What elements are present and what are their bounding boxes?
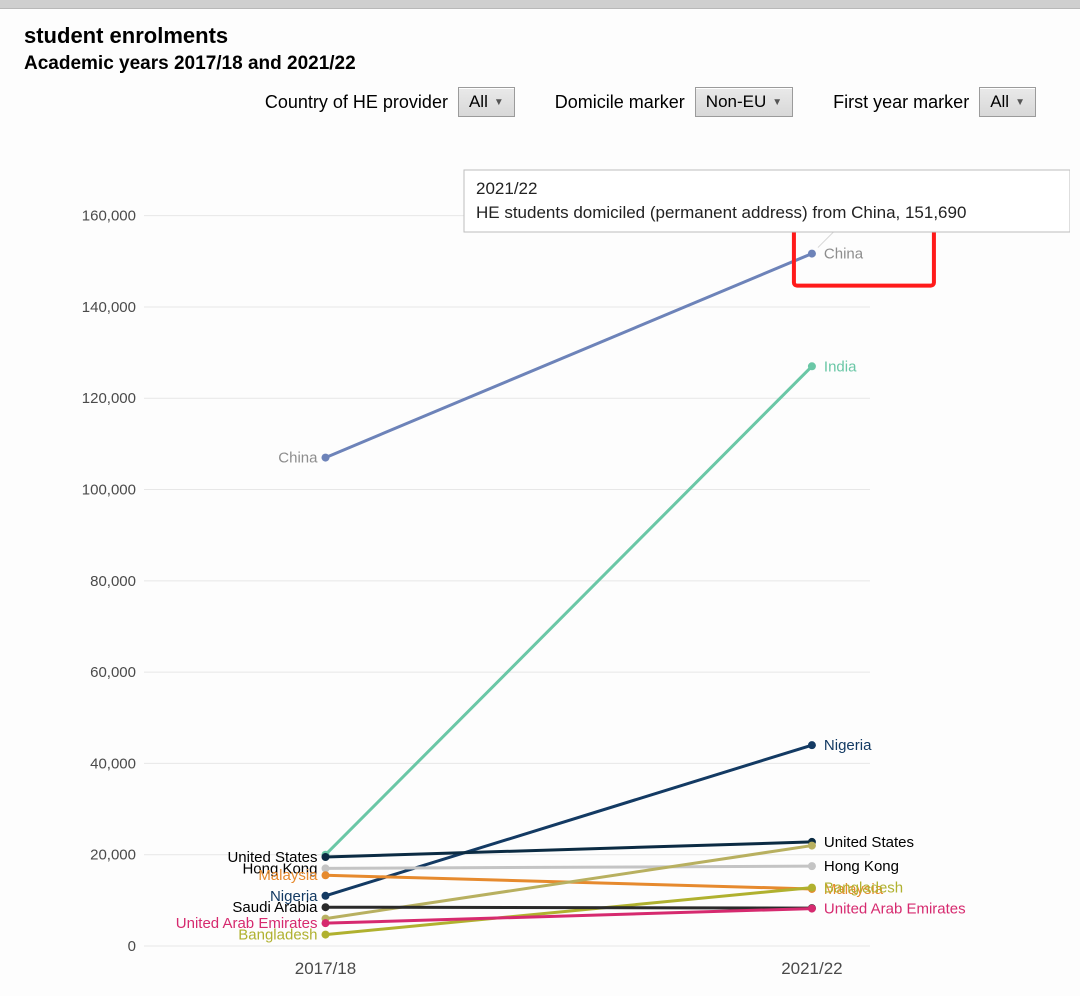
series-marker[interactable] — [322, 853, 330, 861]
y-tick-label: 0 — [128, 938, 136, 955]
y-tick-label: 100,000 — [82, 482, 136, 499]
line-chart[interactable]: 0 20,000 40,000 60,000 80,000 100,000 120,000 1… — [24, 150, 1070, 986]
filter-country: Country of HE provider All ▼ — [265, 87, 515, 117]
chart-container: 0 20,000 40,000 60,000 80,000 100,000 120,000 1… — [24, 150, 1070, 986]
filter-country-value: All — [469, 92, 488, 112]
series-marker[interactable] — [322, 931, 330, 939]
filter-firstyear-dropdown[interactable]: All ▼ — [979, 87, 1036, 117]
series-marker[interactable] — [808, 741, 816, 749]
series-label-right: India — [824, 358, 857, 375]
chevron-down-icon: ▼ — [1015, 97, 1025, 108]
page-title: student enrolments — [24, 23, 1056, 49]
series-label-right: United States — [824, 834, 914, 851]
filter-domicile-dropdown[interactable]: Non-EU ▼ — [695, 87, 793, 117]
filter-firstyear-label: First year marker — [833, 92, 969, 113]
series-label-left: Malaysia — [258, 867, 318, 884]
series-line-china[interactable] — [326, 254, 812, 458]
series-marker[interactable] — [808, 884, 816, 892]
window-chrome-strip — [0, 0, 1080, 9]
tooltip-line2: HE students domiciled (permanent address… — [476, 203, 966, 222]
series-marker[interactable] — [808, 362, 816, 370]
y-tick-label: 160,000 — [82, 208, 136, 225]
filters-row: Country of HE provider All ▼ Domicile ma… — [24, 87, 1056, 117]
chevron-down-icon: ▼ — [772, 97, 782, 108]
chart-page: student enrolments Academic years 2017/1… — [0, 0, 1080, 996]
series-marker[interactable] — [808, 862, 816, 870]
y-tick-label: 80,000 — [90, 573, 136, 590]
series-label-left: Saudi Arabia — [232, 899, 318, 916]
series-marker[interactable] — [808, 250, 816, 258]
y-tick-label: 60,000 — [90, 664, 136, 681]
filter-domicile: Domicile marker Non-EU ▼ — [555, 87, 793, 117]
series-label-right: China — [824, 246, 864, 263]
x-tick-label: 2021/22 — [781, 959, 842, 978]
filter-domicile-label: Domicile marker — [555, 92, 685, 113]
series-marker[interactable] — [808, 905, 816, 913]
filter-firstyear-value: All — [990, 92, 1009, 112]
series-label-right: United Arab Emirates — [824, 901, 966, 918]
page-subtitle: Academic years 2017/18 and 2021/22 — [24, 53, 1056, 75]
x-tick-label: 2017/18 — [295, 959, 356, 978]
y-tick-label: 40,000 — [90, 755, 136, 772]
tooltip-line1: 2021/22 — [476, 179, 537, 198]
series-marker[interactable] — [322, 871, 330, 879]
series-marker[interactable] — [322, 903, 330, 911]
chevron-down-icon: ▼ — [494, 97, 504, 108]
filter-firstyear: First year marker All ▼ — [833, 87, 1036, 117]
series-marker[interactable] — [322, 454, 330, 462]
chart-header: student enrolments Academic years 2017/1… — [0, 9, 1080, 117]
series-line-nigeria[interactable] — [326, 745, 812, 896]
series-marker[interactable] — [322, 919, 330, 927]
series-marker[interactable] — [322, 864, 330, 872]
series-label-left: China — [278, 450, 318, 467]
y-tick-label: 20,000 — [90, 847, 136, 864]
y-tick-label: 120,000 — [82, 390, 136, 407]
filter-country-label: Country of HE provider — [265, 92, 448, 113]
series-marker[interactable] — [322, 892, 330, 900]
series-line-hong-kong[interactable] — [326, 866, 812, 868]
series-label-right: Hong Kong — [824, 858, 899, 875]
y-tick-label: 140,000 — [82, 299, 136, 316]
series-marker[interactable] — [808, 842, 816, 850]
series-label-right: Nigeria — [824, 737, 872, 754]
series-line-saudi-arabia[interactable] — [326, 907, 812, 908]
series-label-right: Bangladesh — [824, 880, 903, 897]
chart-tooltip — [464, 170, 1070, 232]
filter-country-dropdown[interactable]: All ▼ — [458, 87, 515, 117]
series-label-left: United Arab Emirates — [176, 915, 318, 932]
filter-domicile-value: Non-EU — [706, 92, 766, 112]
series-line-india[interactable] — [326, 366, 812, 854]
